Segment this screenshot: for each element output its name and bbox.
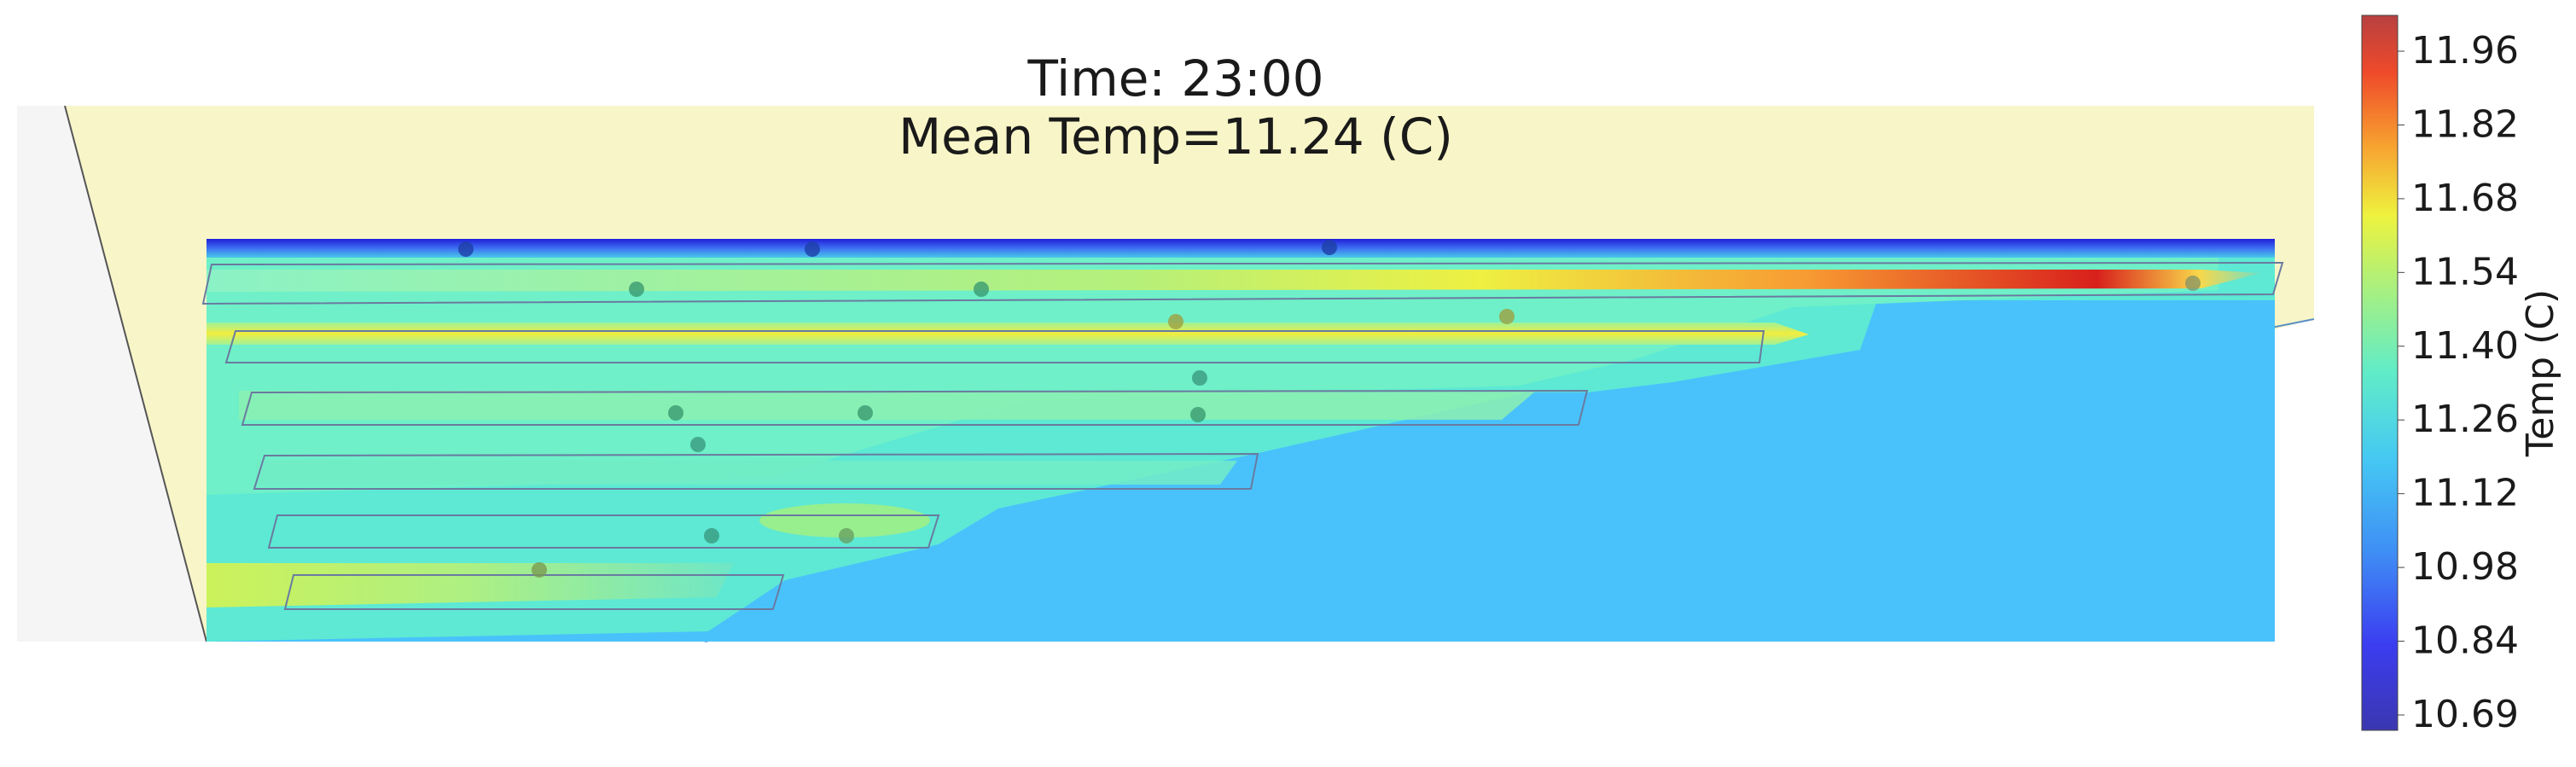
colorbar-label: Temp (C) <box>2519 289 2562 457</box>
sensor-marker <box>839 528 854 543</box>
colorbar-tick-label: 11.40 <box>2411 324 2519 368</box>
row-band-3 <box>239 391 1536 420</box>
sensor-markers <box>458 240 2201 578</box>
slab-outline-3 <box>241 389 1589 426</box>
sensor-marker <box>668 405 683 421</box>
sensor-marker <box>532 562 547 578</box>
sensor-marker <box>704 528 719 543</box>
room-left-wall <box>64 105 207 642</box>
row-band-4 <box>256 461 1237 485</box>
colorbar-tick-label: 10.69 <box>2411 693 2519 736</box>
sensor-marker <box>690 437 706 452</box>
slab-outline-2 <box>224 330 1765 363</box>
colorbar-tick-label: 10.98 <box>2411 545 2519 589</box>
colorbar <box>2361 15 2399 731</box>
colorbar-tick-label: 11.12 <box>2411 472 2519 515</box>
row-band-2 <box>206 322 1809 345</box>
slab-outline-1 <box>201 261 2284 305</box>
sensor-marker <box>1322 240 1337 255</box>
sensor-marker <box>858 405 873 421</box>
colorbar-ticks: 11.96 11.82 11.68 11.54 11.40 11.26 11.12 10.98… <box>2398 29 2519 736</box>
sensor-marker <box>805 241 820 257</box>
colorbar-tick-label: 11.96 <box>2411 29 2519 73</box>
sensor-marker <box>2185 276 2201 291</box>
chart-title-line-2: Mean Temp=11.24 (C) <box>898 107 1453 166</box>
row-band-1 <box>206 270 2261 292</box>
slab-outline-6 <box>283 574 785 610</box>
colorbar-tick-label: 11.54 <box>2411 250 2519 293</box>
sensor-marker <box>1168 314 1183 329</box>
colorbar-tick-label: 11.68 <box>2411 177 2519 220</box>
sensor-marker <box>974 282 989 297</box>
sensor-marker <box>1190 407 1206 422</box>
chart-title-line-1: Time: 23:00 <box>1026 49 1323 107</box>
colorbar-tick-label: 10.84 <box>2411 619 2519 663</box>
sensor-marker <box>1192 370 1207 386</box>
slab-outline-4 <box>253 452 1259 490</box>
sensor-marker <box>1499 309 1515 324</box>
field-top-edge <box>206 239 2275 258</box>
mid-warm-region <box>206 258 2218 495</box>
slab-outline-5 <box>267 514 940 549</box>
colorbar-tick-label: 11.26 <box>2411 398 2519 441</box>
sensor-marker <box>629 282 644 297</box>
sensor-marker <box>458 241 474 257</box>
colorbar-tick-label: 11.82 <box>2411 102 2519 146</box>
row-band-5-hotspot <box>759 503 930 537</box>
